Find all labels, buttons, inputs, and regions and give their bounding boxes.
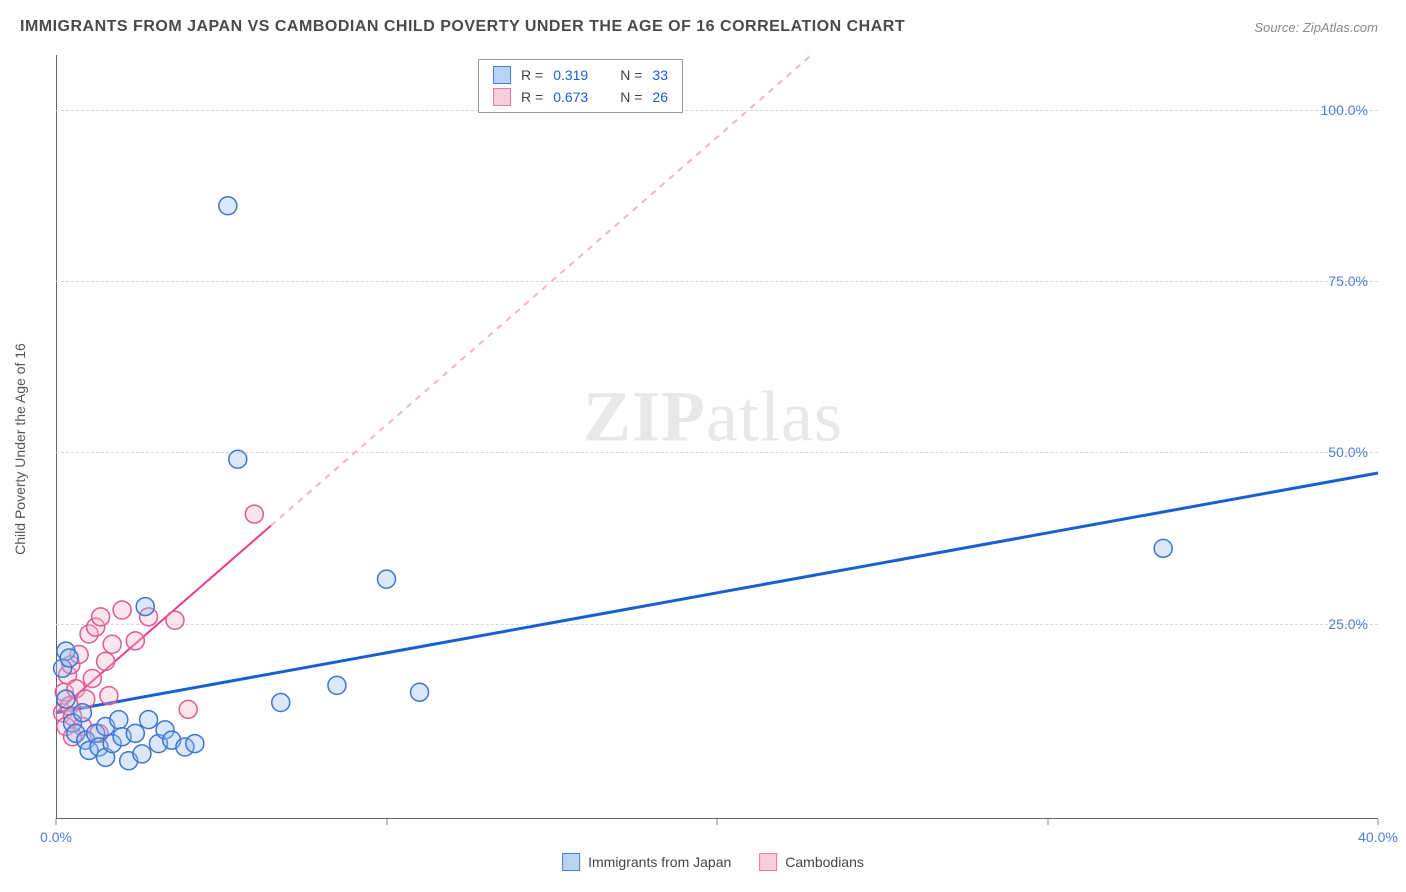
legend-label: Cambodians xyxy=(785,854,864,870)
data-point-cambodian xyxy=(245,505,263,523)
r-value: 0.673 xyxy=(553,89,588,105)
stats-legend-box: R = 0.319 N = 33 R = 0.673 N = 26 xyxy=(478,59,683,113)
data-point-japan xyxy=(229,450,247,468)
chart-area: Child Poverty Under the Age of 16 ZIPatl… xyxy=(48,55,1378,843)
data-point-japan xyxy=(1154,539,1172,557)
data-point-japan xyxy=(219,197,237,215)
data-point-japan xyxy=(272,694,290,712)
chart-title: IMMIGRANTS FROM JAPAN VS CAMBODIAN CHILD… xyxy=(20,18,905,36)
stats-row-japan: R = 0.319 N = 33 xyxy=(493,64,668,86)
data-point-cambodian xyxy=(113,601,131,619)
data-point-japan xyxy=(73,704,91,722)
x-tick-mark xyxy=(1047,819,1048,825)
legend-label: Immigrants from Japan xyxy=(588,854,731,870)
data-point-japan xyxy=(378,570,396,588)
data-point-japan xyxy=(136,598,154,616)
n-value: 26 xyxy=(652,89,668,105)
series-legend: Immigrants from Japan Cambodians xyxy=(562,853,864,871)
x-tick-mark xyxy=(717,819,718,825)
data-point-cambodian xyxy=(179,700,197,718)
data-point-japan xyxy=(186,735,204,753)
legend-item-japan: Immigrants from Japan xyxy=(562,853,731,871)
x-tick-mark xyxy=(56,819,57,825)
swatch-pink-icon xyxy=(493,88,511,106)
stats-row-cambodian: R = 0.673 N = 26 xyxy=(493,86,668,108)
swatch-pink-icon xyxy=(759,853,777,871)
n-value: 33 xyxy=(652,67,668,83)
source-value: ZipAtlas.com xyxy=(1303,20,1378,35)
data-point-japan xyxy=(57,690,75,708)
source-attribution: Source: ZipAtlas.com xyxy=(1254,20,1378,35)
y-axis-label: Child Poverty Under the Age of 16 xyxy=(12,343,28,555)
data-point-cambodian xyxy=(103,635,121,653)
data-point-japan xyxy=(328,676,346,694)
r-label: R = xyxy=(521,89,543,105)
x-tick-mark xyxy=(1378,819,1379,825)
trend-line xyxy=(271,55,812,526)
x-tick-label: 0.0% xyxy=(40,829,72,845)
data-point-cambodian xyxy=(126,632,144,650)
x-tick-label: 40.0% xyxy=(1358,829,1398,845)
data-point-japan xyxy=(133,745,151,763)
x-tick-mark xyxy=(386,819,387,825)
data-point-cambodian xyxy=(100,687,118,705)
data-point-japan xyxy=(60,649,78,667)
n-label: N = xyxy=(620,67,642,83)
r-label: R = xyxy=(521,67,543,83)
data-point-japan xyxy=(140,711,158,729)
scatter-plot-svg xyxy=(56,55,1378,795)
n-label: N = xyxy=(620,89,642,105)
data-point-cambodian xyxy=(97,652,115,670)
data-point-japan xyxy=(126,724,144,742)
source-label: Source: xyxy=(1254,20,1299,35)
r-value: 0.319 xyxy=(553,67,588,83)
swatch-blue-icon xyxy=(493,66,511,84)
data-point-cambodian xyxy=(92,608,110,626)
swatch-blue-icon xyxy=(562,853,580,871)
data-point-cambodian xyxy=(83,670,101,688)
legend-item-cambodian: Cambodians xyxy=(759,853,864,871)
data-point-cambodian xyxy=(166,611,184,629)
data-point-japan xyxy=(411,683,429,701)
data-point-japan xyxy=(110,711,128,729)
